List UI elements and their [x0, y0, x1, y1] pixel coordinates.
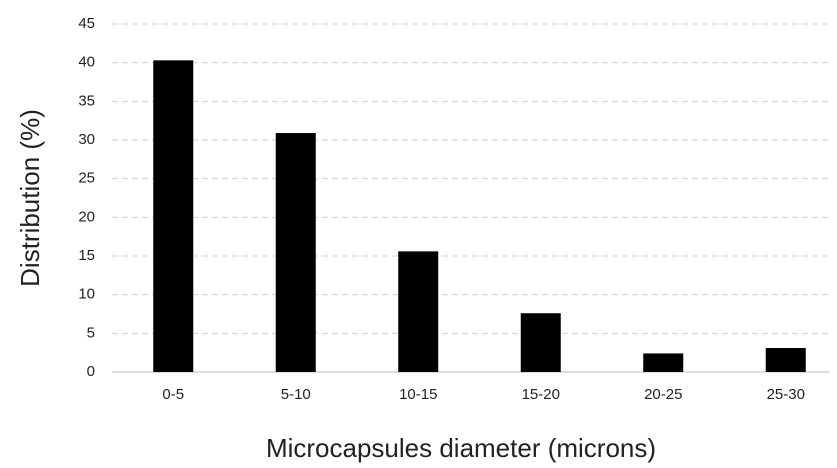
x-axis-title: Microcapsules diameter (microns)	[266, 433, 656, 463]
y-tick-label: 15	[78, 247, 95, 264]
bar	[765, 348, 806, 372]
y-tick-label: 25	[78, 170, 95, 187]
bar	[153, 60, 194, 372]
y-tick-label: 5	[87, 324, 95, 341]
x-tick-label: 0-5	[162, 386, 184, 403]
bar	[275, 133, 316, 372]
y-tick-label: 40	[78, 54, 95, 71]
bar	[643, 353, 684, 372]
bar	[398, 251, 439, 372]
y-tick-label: 35	[78, 92, 95, 109]
x-tick-label: 20-25	[644, 386, 682, 403]
y-tick-label: 0	[87, 363, 95, 380]
x-tick-label: 25-30	[767, 386, 805, 403]
y-axis-title: Distribution (%)	[15, 109, 45, 287]
y-tick-label: 45	[78, 15, 95, 32]
x-tick-label: 10-15	[399, 386, 437, 403]
y-tick-label: 10	[78, 286, 95, 303]
y-tick-label: 20	[78, 208, 95, 225]
x-tick-label: 15-20	[522, 386, 560, 403]
bar	[520, 313, 561, 372]
x-tick-label: 5-10	[281, 386, 311, 403]
y-tick-label: 30	[78, 131, 95, 148]
